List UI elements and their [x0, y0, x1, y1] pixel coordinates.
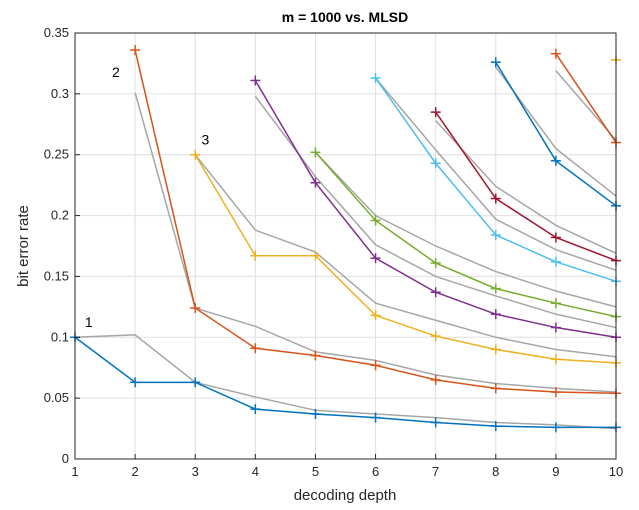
y-tick-label: 0.35 — [44, 25, 69, 40]
y-tick-label: 0 — [62, 451, 69, 466]
plot-frame — [74, 32, 617, 460]
x-tick-label: 5 — [312, 464, 319, 479]
x-tick-label: 7 — [432, 464, 439, 479]
plus-marker — [250, 75, 261, 86]
plus-marker — [250, 343, 261, 354]
decoder-curve-line — [435, 111, 617, 262]
plus-marker — [490, 57, 501, 68]
y-tick-label: 0.05 — [44, 390, 69, 405]
plus-marker — [550, 322, 561, 333]
decoder-curve-line — [74, 336, 616, 429]
y-tick-label: 0.15 — [44, 268, 69, 283]
y-axis-label: bit error rate — [15, 205, 32, 287]
mlsd-curve-4 — [254, 95, 617, 329]
plus-marker — [130, 45, 141, 56]
axis-ticks: 1 2 3 4 5 6 7 8 9 10 0 0.05 0.1 0.15 0.2 0.25 0.3 0.35 — [44, 25, 624, 479]
annotation-label: 1 — [85, 314, 93, 330]
plus-marker — [550, 48, 561, 59]
plus-marker — [490, 283, 501, 294]
curve-annotations: 1 2 3 — [85, 64, 210, 330]
plus-marker — [190, 303, 201, 314]
plus-marker — [370, 360, 381, 371]
plus-marker — [310, 250, 321, 261]
decoder-curves — [70, 45, 621, 433]
plus-marker — [430, 331, 441, 342]
plus-marker — [370, 215, 381, 226]
plus-marker — [430, 287, 441, 298]
plus-marker — [190, 149, 201, 160]
y-tick-label: 0.2 — [51, 208, 69, 223]
x-tick-label: 2 — [131, 464, 138, 479]
plus-marker — [550, 422, 561, 433]
mlsd-curve-7 — [435, 120, 617, 254]
plus-marker — [550, 354, 561, 365]
plus-marker — [370, 310, 381, 321]
plus-marker — [430, 158, 441, 169]
x-tick-label: 4 — [252, 464, 259, 479]
mlsd-curve-3 — [194, 154, 617, 358]
plus-marker — [370, 412, 381, 423]
plus-marker — [550, 387, 561, 398]
plus-marker — [490, 344, 501, 355]
mlsd-curve-6 — [374, 77, 617, 272]
decoder-curve-2 — [130, 45, 621, 399]
plus-marker — [550, 232, 561, 243]
decoder-curve-line — [314, 151, 617, 318]
y-tick-label: 0.1 — [51, 329, 69, 344]
mlsd-curve-1 — [74, 334, 617, 430]
annotation-label: 2 — [112, 64, 120, 80]
mlsd-curves — [74, 66, 617, 430]
plus-marker — [490, 421, 501, 432]
x-tick-label: 6 — [372, 464, 379, 479]
plus-marker — [310, 177, 321, 188]
y-tick-label: 0.25 — [44, 147, 69, 162]
x-tick-label: 3 — [192, 464, 199, 479]
plot-background — [75, 33, 616, 459]
x-tick-label: 1 — [71, 464, 78, 479]
plus-marker — [370, 253, 381, 264]
plus-marker — [130, 377, 141, 388]
plus-marker — [550, 155, 561, 166]
plus-marker — [490, 193, 501, 204]
plus-marker — [250, 404, 261, 415]
plus-marker — [550, 256, 561, 267]
plus-marker — [250, 250, 261, 261]
plus-marker — [430, 107, 441, 118]
plus-marker — [190, 377, 201, 388]
x-tick-label: 10 — [609, 464, 623, 479]
annotation-label: 3 — [202, 132, 210, 148]
plus-marker — [550, 298, 561, 309]
x-tick-label: 8 — [492, 464, 499, 479]
plus-marker — [490, 309, 501, 320]
x-axis-label: decoding depth — [294, 487, 397, 504]
y-tick-label: 0.3 — [51, 86, 69, 101]
plus-marker — [430, 374, 441, 385]
plus-marker — [370, 73, 381, 84]
decoder-curve-line — [194, 154, 617, 364]
plus-marker — [310, 408, 321, 419]
plus-marker — [490, 230, 501, 241]
mlsd-curve-5 — [314, 151, 617, 308]
plus-marker — [310, 147, 321, 158]
decoder-curve-line — [555, 53, 617, 143]
x-tick-label: 9 — [552, 464, 559, 479]
chart-title: m = 1000 vs. MLSD — [282, 9, 408, 25]
plus-marker — [430, 417, 441, 428]
plus-marker — [490, 383, 501, 394]
plus-marker — [430, 258, 441, 269]
plus-marker — [310, 350, 321, 361]
